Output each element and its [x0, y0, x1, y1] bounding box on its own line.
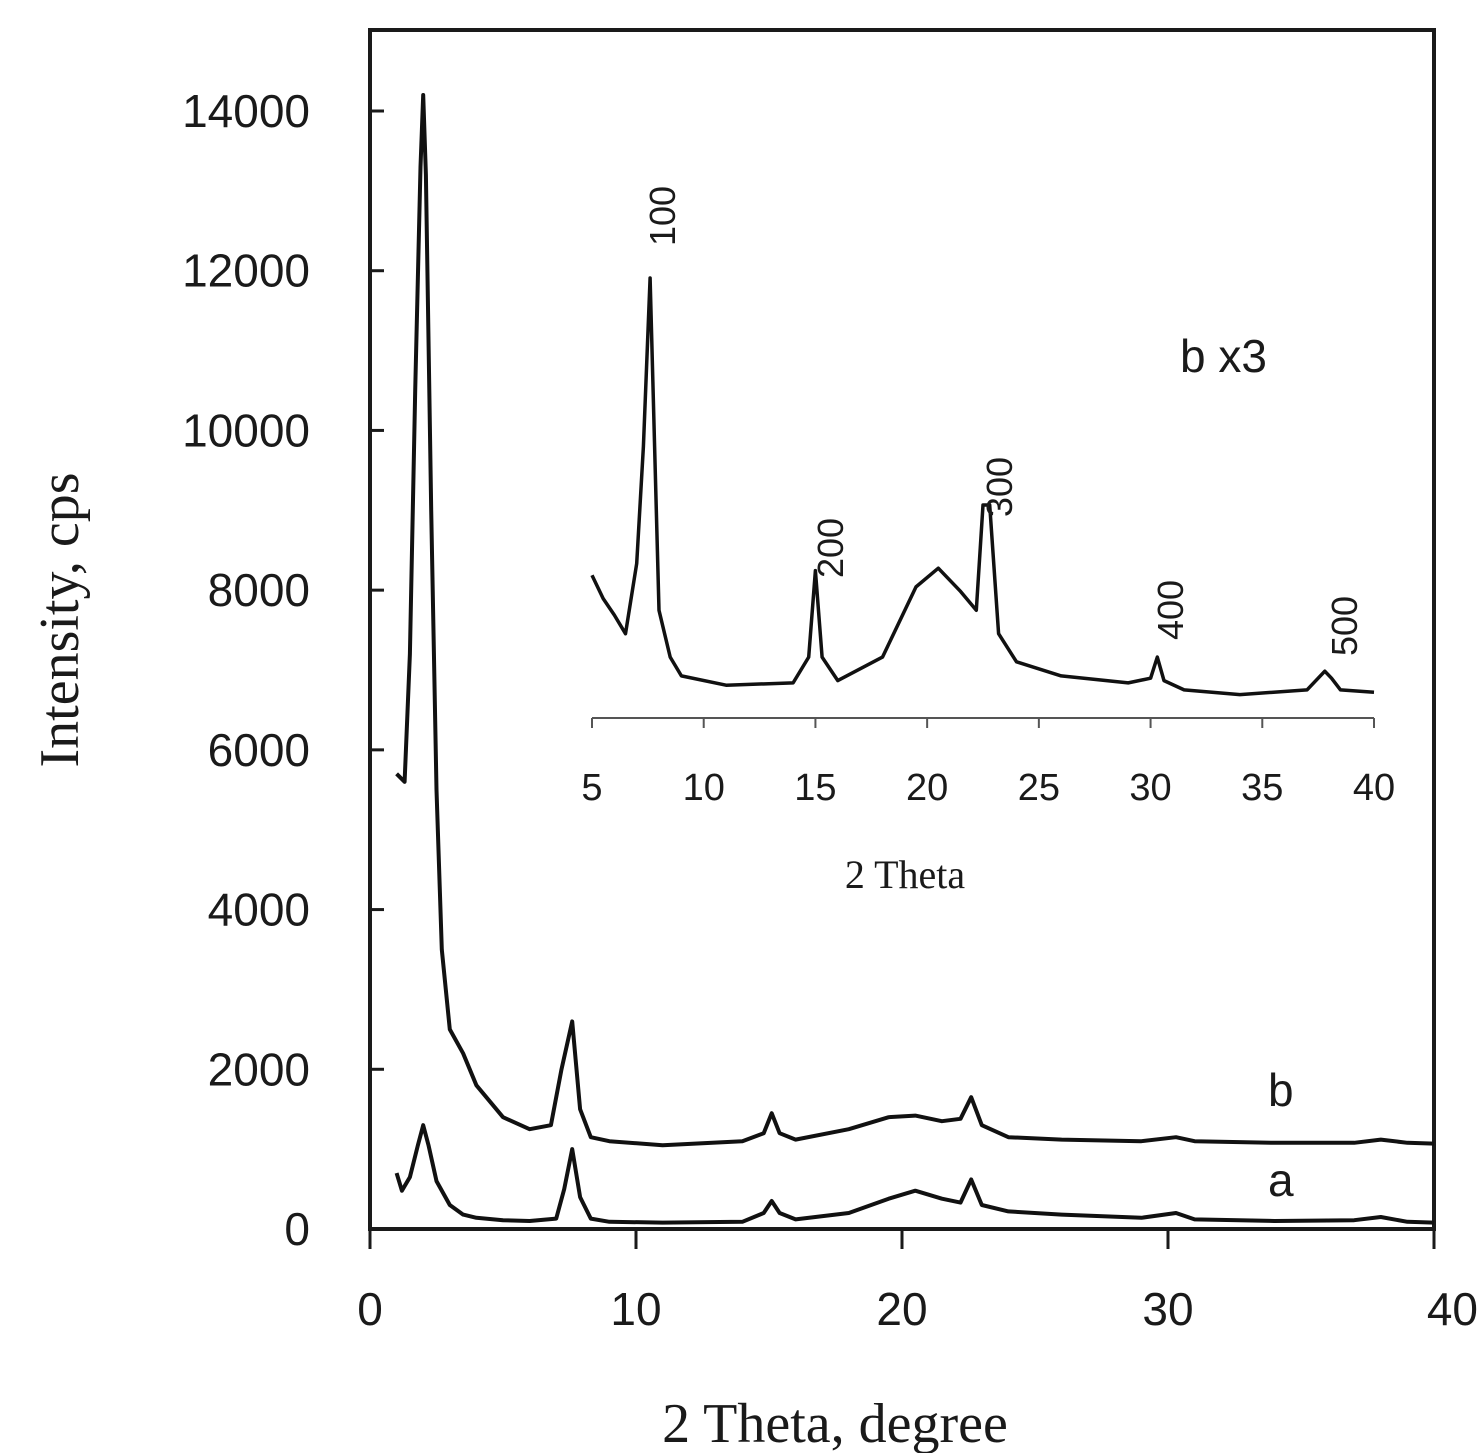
- main-plot-frame: [368, 28, 1436, 1231]
- y-tick-label: 8000: [208, 564, 310, 616]
- inset-title: b x3: [1180, 330, 1267, 382]
- peak-label-500: 500: [1324, 596, 1365, 656]
- inset-x-tick-label: 25: [1018, 767, 1060, 809]
- inset-series-group: [590, 276, 1375, 697]
- y-tick-label: 10000: [182, 404, 310, 456]
- x-tick-label: 30: [1142, 1283, 1193, 1335]
- series-label-b: b: [1268, 1064, 1294, 1116]
- inset-x-tick-label: 40: [1353, 767, 1395, 809]
- inset-x-axis-title: 2 Theta: [845, 852, 966, 897]
- peak-label-300: 300: [979, 457, 1020, 517]
- inset-x-tick-label: 30: [1129, 767, 1171, 809]
- series-line-b: [395, 93, 1435, 1148]
- inset-series-line: [590, 276, 1375, 697]
- y-tick-label: 4000: [208, 884, 310, 936]
- inset-x-tick-label: 20: [906, 767, 948, 809]
- x-tick-label: 10: [610, 1283, 661, 1335]
- y-tick-label: 12000: [182, 245, 310, 297]
- main-x-axis-title: 2 Theta, degree: [662, 1393, 1008, 1453]
- x-tick-label: 0: [357, 1283, 383, 1335]
- inset-peak-labels: 100 200 300 400 500: [642, 186, 1365, 656]
- main-series-group: [394, 93, 1435, 1225]
- peak-label-400: 400: [1150, 580, 1191, 640]
- series-label-a: a: [1268, 1154, 1294, 1206]
- inset-x-tick-label: 10: [683, 767, 725, 809]
- peak-label-200: 200: [810, 518, 851, 578]
- y-tick-label: 14000: [182, 85, 310, 137]
- y-tick-label: 2000: [208, 1043, 310, 1095]
- main-series-labels: ab: [1268, 1064, 1294, 1206]
- inset-x-tick-label: 5: [581, 767, 602, 809]
- inset-x-axis: 5 10 15 20 25 30 35 40: [581, 717, 1395, 809]
- main-y-axis-title: Intensity, cps: [29, 473, 91, 768]
- peak-label-100: 100: [642, 186, 683, 246]
- x-tick-label: 40: [1427, 1283, 1478, 1335]
- main-x-axis: 0 10 20 30 40: [357, 1229, 1478, 1335]
- inset-x-tick-label: 35: [1241, 767, 1283, 809]
- y-tick-label: 0: [284, 1203, 310, 1255]
- x-tick-label: 20: [876, 1283, 927, 1335]
- y-tick-label: 6000: [208, 724, 310, 776]
- series-line-a: [394, 1123, 1435, 1225]
- main-y-axis: 0 2000 4000 6000 8000 10000 12000 14000: [182, 85, 384, 1255]
- inset-x-tick-label: 15: [794, 767, 836, 809]
